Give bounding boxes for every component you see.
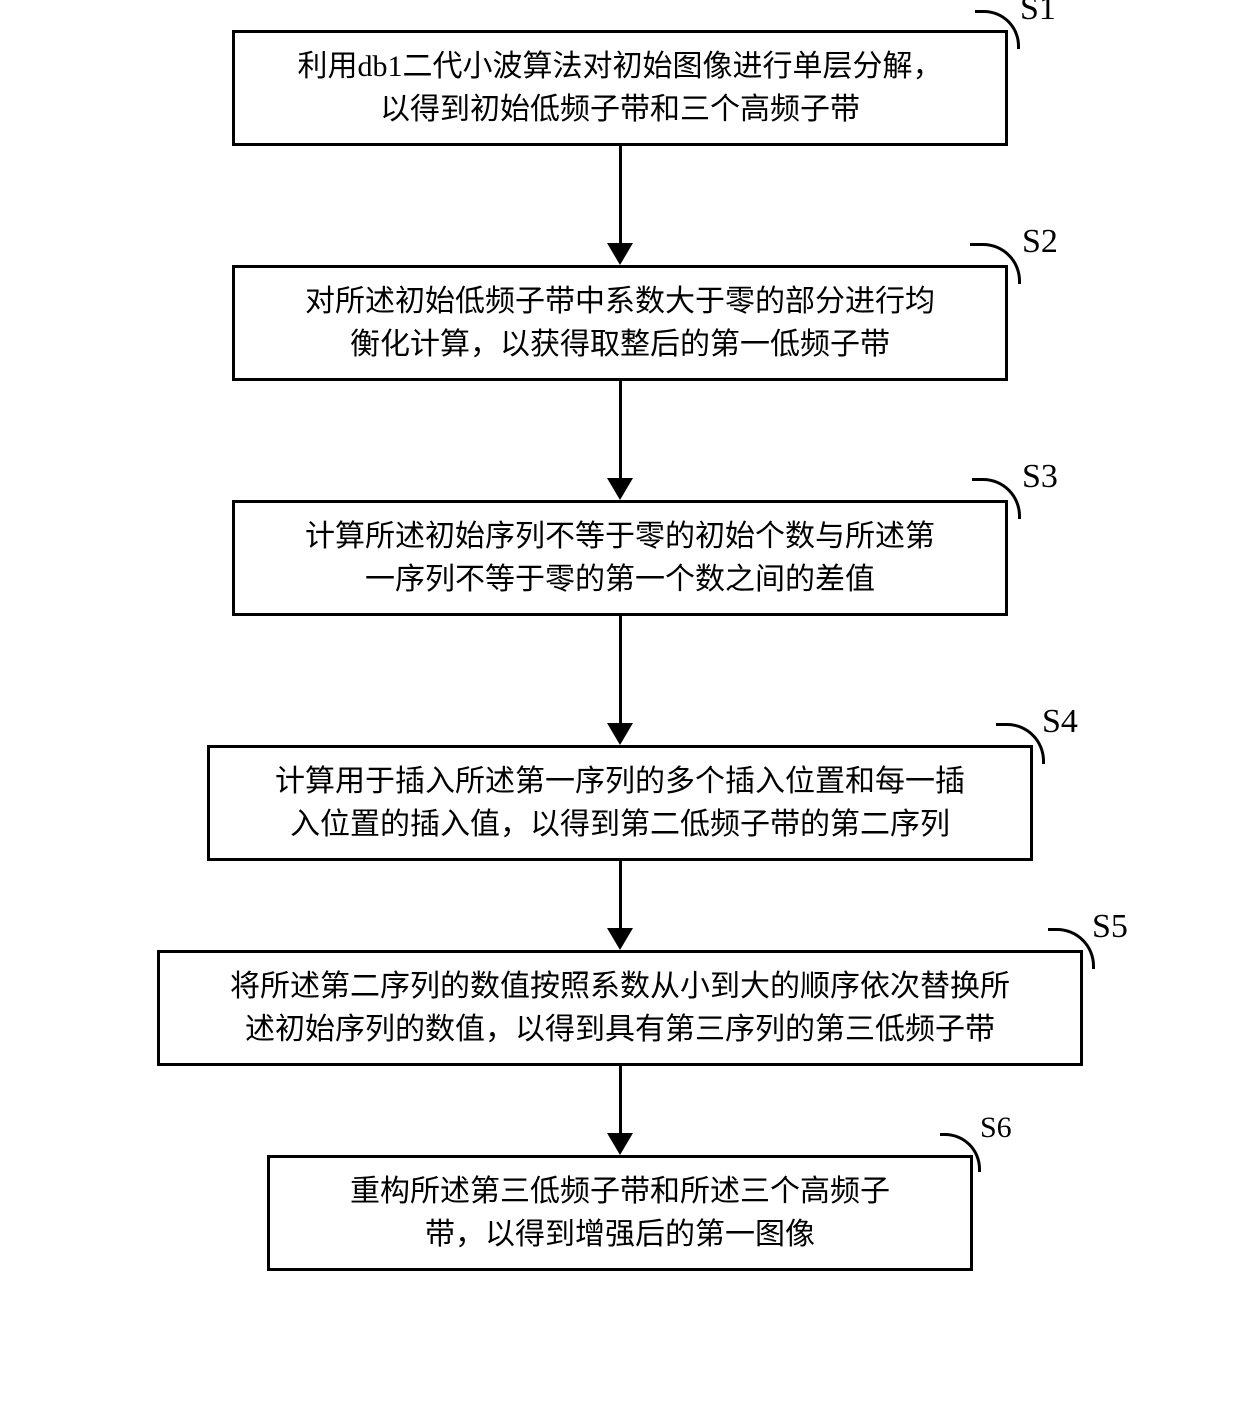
- step-s1: 利用db1二代小波算法对初始图像进行单层分解，以得到初始低频子带和三个高频子带S…: [232, 30, 1008, 146]
- step-text-line: 计算所述初始序列不等于零的初始个数与所述第: [305, 515, 935, 559]
- step-text-line: 利用db1二代小波算法对初始图像进行单层分解，: [298, 45, 943, 89]
- arrow-shaft: [619, 146, 622, 244]
- arrow-down: [607, 146, 633, 265]
- step-label-s5: S5: [1092, 908, 1128, 946]
- step-text-line: 计算用于插入所述第一序列的多个插入位置和每一插: [275, 760, 965, 804]
- step-text-line: 以得到初始低频子带和三个高频子带: [380, 88, 860, 132]
- arrow-down: [607, 381, 633, 500]
- step-text-line: 衡化计算，以获得取整后的第一低频子带: [350, 323, 890, 367]
- step-text-line: 重构所述第三低频子带和所述三个高频子: [350, 1170, 890, 1214]
- step-s5: 将所述第二序列的数值按照系数从小到大的顺序依次替换所述初始序列的数值，以得到具有…: [157, 950, 1083, 1066]
- step-box-s4: 计算用于插入所述第一序列的多个插入位置和每一插入位置的插入值，以得到第二低频子带…: [207, 745, 1033, 861]
- step-label-s3: S3: [1022, 458, 1058, 496]
- arrow-shaft: [619, 1066, 622, 1134]
- step-text-line: 入位置的插入值，以得到第二低频子带的第二序列: [290, 803, 950, 847]
- step-text-line: 带，以得到增强后的第一图像: [425, 1213, 815, 1257]
- label-hook: [970, 243, 1021, 284]
- arrow-head-icon: [607, 478, 633, 500]
- step-box-s2: 对所述初始低频子带中系数大于零的部分进行均衡化计算，以获得取整后的第一低频子带: [232, 265, 1008, 381]
- step-label-s6: S6: [980, 1111, 1012, 1145]
- arrow-head-icon: [607, 1133, 633, 1155]
- step-text-line: 一序列不等于零的第一个数之间的差值: [365, 558, 875, 602]
- step-box-s1: 利用db1二代小波算法对初始图像进行单层分解，以得到初始低频子带和三个高频子带: [232, 30, 1008, 146]
- label-hook: [996, 723, 1045, 764]
- label-hook: [975, 10, 1020, 49]
- arrow-down: [607, 616, 633, 745]
- label-hook: [1048, 928, 1095, 969]
- step-box-s6: 重构所述第三低频子带和所述三个高频子带，以得到增强后的第一图像: [267, 1155, 973, 1271]
- step-box-s5: 将所述第二序列的数值按照系数从小到大的顺序依次替换所述初始序列的数值，以得到具有…: [157, 950, 1083, 1066]
- arrow-shaft: [619, 861, 622, 929]
- step-text-line: 对所述初始低频子带中系数大于零的部分进行均: [305, 280, 935, 324]
- step-label-s4: S4: [1042, 703, 1078, 741]
- step-box-s3: 计算所述初始序列不等于零的初始个数与所述第一序列不等于零的第一个数之间的差值: [232, 500, 1008, 616]
- label-hook: [940, 1133, 981, 1172]
- arrow-shaft: [619, 381, 622, 479]
- step-text-line: 将所述第二序列的数值按照系数从小到大的顺序依次替换所: [230, 965, 1010, 1009]
- arrow-shaft: [619, 616, 622, 724]
- arrow-down: [607, 861, 633, 950]
- arrow-head-icon: [607, 243, 633, 265]
- step-label-s2: S2: [1022, 223, 1058, 261]
- arrow-head-icon: [607, 723, 633, 745]
- step-text-line: 述初始序列的数值，以得到具有第三序列的第三低频子带: [245, 1008, 995, 1052]
- step-s3: 计算所述初始序列不等于零的初始个数与所述第一序列不等于零的第一个数之间的差值S3: [232, 500, 1008, 616]
- step-s6: 重构所述第三低频子带和所述三个高频子带，以得到增强后的第一图像S6: [267, 1155, 973, 1271]
- arrow-down: [607, 1066, 633, 1155]
- step-s4: 计算用于插入所述第一序列的多个插入位置和每一插入位置的插入值，以得到第二低频子带…: [207, 745, 1033, 861]
- step-s2: 对所述初始低频子带中系数大于零的部分进行均衡化计算，以获得取整后的第一低频子带S…: [232, 265, 1008, 381]
- step-label-s1: S1: [1020, 0, 1056, 28]
- arrow-head-icon: [607, 928, 633, 950]
- flowchart-container: 利用db1二代小波算法对初始图像进行单层分解，以得到初始低频子带和三个高频子带 S…: [0, 0, 1240, 1271]
- label-hook: [972, 478, 1021, 519]
